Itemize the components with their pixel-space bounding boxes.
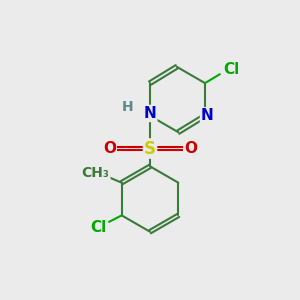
Text: Cl: Cl [91,220,107,235]
Text: Cl: Cl [223,62,239,77]
Text: O: O [184,141,197,156]
Text: N: N [201,108,214,123]
Text: N: N [144,106,156,121]
Text: H: H [122,100,134,114]
Text: O: O [103,141,116,156]
Text: CH₃: CH₃ [82,166,110,180]
Text: S: S [144,140,156,158]
